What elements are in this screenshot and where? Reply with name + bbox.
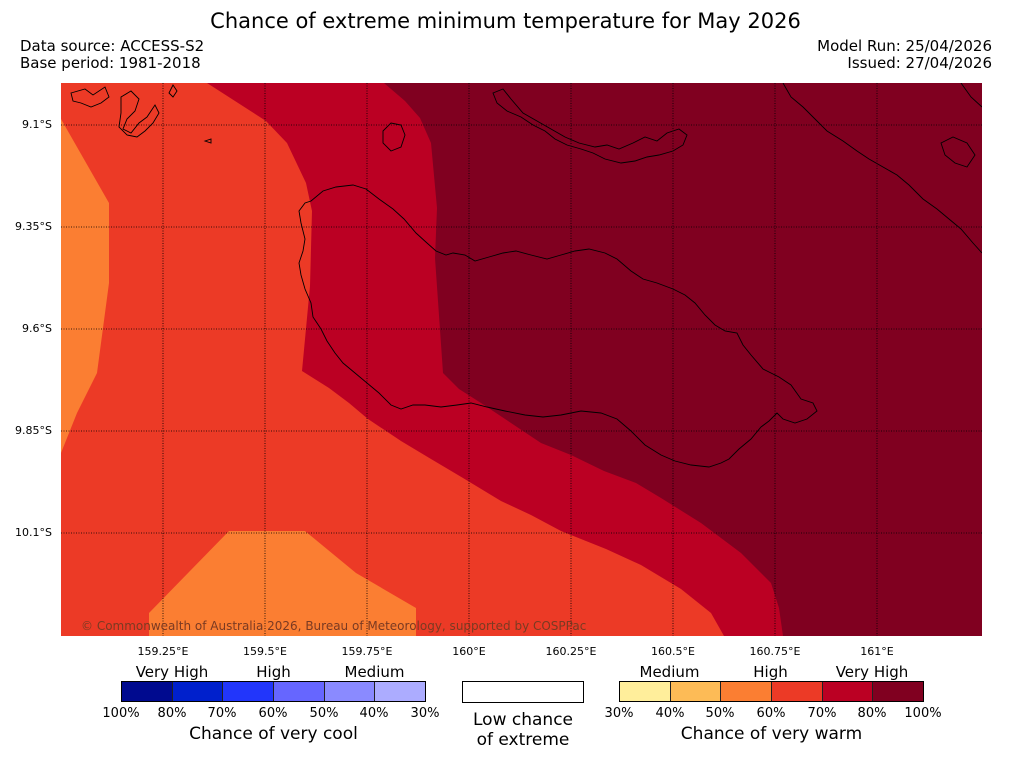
cool-category-medium: Medium <box>344 663 405 681</box>
cool-swatch <box>324 682 376 701</box>
low-chance-swatch <box>462 681 584 703</box>
lat-label: 9.85°S <box>15 424 52 437</box>
graticule <box>61 83 982 636</box>
lat-label: 9.6°S <box>22 322 52 335</box>
cool-tick: 80% <box>157 706 187 721</box>
low-chance-caption-line1: Low chance <box>473 710 573 730</box>
warm-tick: 30% <box>604 706 634 721</box>
coast-main-island <box>298 184 818 468</box>
lon-label: 159.75°E <box>341 645 393 658</box>
warm-tick: 50% <box>705 706 735 721</box>
warm-tick: 40% <box>655 706 685 721</box>
zone-dark-red <box>384 83 982 636</box>
map-title: Chance of extreme minimum temperature fo… <box>210 9 801 33</box>
warm-category-very-high: Very High <box>835 663 909 681</box>
coast-north-central <box>492 88 688 164</box>
cool-tick: 100% <box>102 706 140 721</box>
cool-category-very-high: Very High <box>135 663 209 681</box>
cool-category-high: High <box>256 663 291 681</box>
cool-tick: 60% <box>258 706 288 721</box>
cool-tick: 40% <box>359 706 389 721</box>
lon-label: 160.5°E <box>651 645 695 658</box>
base-period: Base period: 1981-2018 <box>20 54 201 72</box>
lon-label: 159.25°E <box>137 645 189 658</box>
warm-category-medium: Medium <box>639 663 700 681</box>
lon-label: 160°E <box>452 645 486 658</box>
lon-label: 161°E <box>860 645 894 658</box>
issued-date: Issued: 27/04/2026 <box>847 54 992 72</box>
warm-tick: 80% <box>857 706 887 721</box>
lat-label: 10.1°S <box>15 526 52 539</box>
zone-light-orange-south <box>149 531 416 636</box>
warm-swatch <box>822 682 874 701</box>
warm-tick: 60% <box>756 706 786 721</box>
warm-tick: 70% <box>807 706 837 721</box>
meta-left: Data source: ACCESS-S2 Base period: 1981… <box>20 38 204 72</box>
coast-northwest <box>70 84 178 138</box>
cool-swatch <box>274 682 325 701</box>
cool-swatch <box>375 682 426 701</box>
coast-northeast <box>782 83 982 254</box>
coastlines <box>70 83 982 468</box>
cool-caption: Chance of very cool <box>189 724 358 744</box>
cool-swatch <box>172 682 224 701</box>
zone-light-orange-west <box>61 119 109 453</box>
warm-tick: 100% <box>904 706 942 721</box>
meta-right: Model Run: 25/04/2026 Issued: 27/04/2026 <box>817 38 992 72</box>
coast-small-island <box>382 122 406 152</box>
coast-islet <box>203 138 212 144</box>
data-source: Data source: ACCESS-S2 <box>20 37 205 55</box>
cool-tick: 50% <box>309 706 339 721</box>
warm-swatch <box>772 682 823 701</box>
model-run: Model Run: 25/04/2026 <box>817 37 992 55</box>
low-chance-caption-line2: of extreme <box>476 730 570 750</box>
lat-label: 9.1°S <box>22 118 52 131</box>
cool-colorbar <box>121 681 426 702</box>
warm-swatch <box>721 682 773 701</box>
forecast-map <box>61 83 982 636</box>
warm-swatch <box>620 682 671 701</box>
warm-swatch <box>873 682 924 701</box>
cool-tick: 30% <box>410 706 440 721</box>
warm-colorbar <box>619 681 924 702</box>
cool-tick: 70% <box>207 706 237 721</box>
lon-label: 160.25°E <box>545 645 597 658</box>
copyright-notice: © Commonwealth of Australia 2026, Bureau… <box>81 619 587 633</box>
lat-label: 9.35°S <box>15 220 52 233</box>
warm-caption: Chance of very warm <box>680 724 863 744</box>
warm-category-high: High <box>753 663 788 681</box>
cool-swatch <box>223 682 275 701</box>
lon-label: 160.75°E <box>749 645 801 658</box>
warm-swatch <box>670 682 722 701</box>
cool-swatch <box>122 682 173 701</box>
lon-label: 159.5°E <box>243 645 287 658</box>
